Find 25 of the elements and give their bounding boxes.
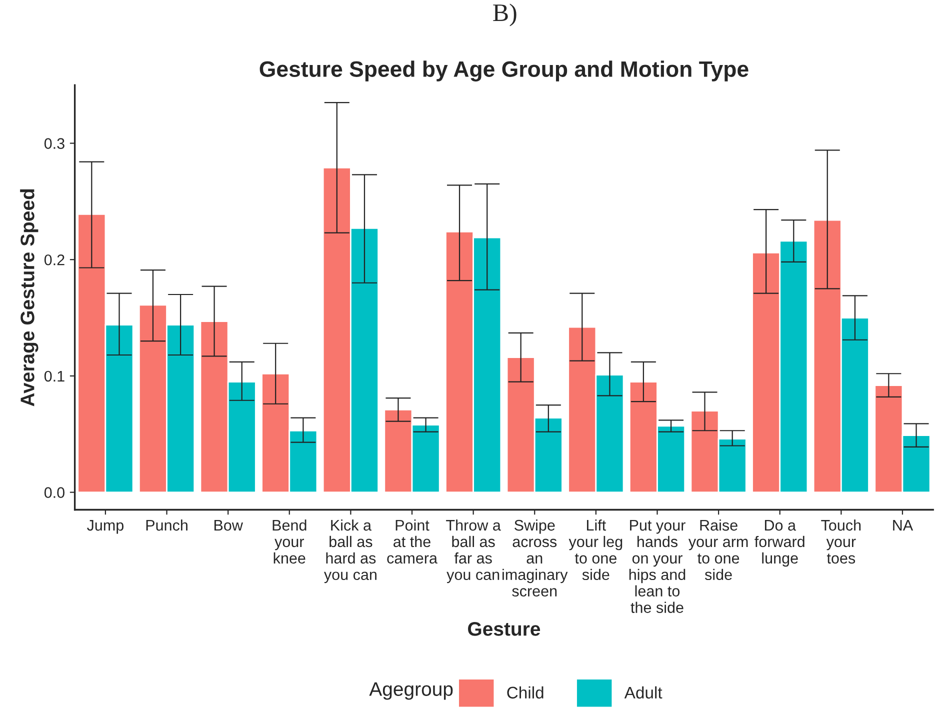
legend-label: Child	[507, 686, 544, 699]
y-tick-label: 0.2	[44, 254, 64, 266]
y-tick-label: 0.1	[44, 370, 64, 382]
y-tick-label: 0.3	[44, 138, 64, 149]
x-tick-label: Swipe across an imaginary screen	[502, 519, 568, 597]
x-tick-label: Do a forward lunge	[754, 520, 804, 567]
x-tick-label: Raise your arm to one side	[688, 519, 748, 580]
y-tick-label: 0.0	[44, 487, 64, 498]
x-tick-label: Put your hands on your hips and lean to the side	[629, 520, 686, 613]
x-tick-label: Kick a ball as hard as you can	[324, 519, 376, 584]
legend-label: Adult	[624, 686, 662, 699]
x-axis-title: Gesture	[468, 622, 540, 636]
x-tick-label: NA	[893, 520, 914, 531]
legend-title: Agegroup	[369, 682, 453, 700]
x-tick-label: Bow	[214, 520, 243, 531]
x-tick-label: Jump	[87, 520, 124, 534]
x-tick-label: Point at the camera	[387, 519, 438, 564]
x-tick-label: Touch your toes	[821, 519, 861, 564]
text: B)	[493, 4, 516, 26]
x-tick-label: Throw a ball as far as you can	[446, 519, 501, 584]
x-tick-label: Bend your knee	[272, 519, 306, 564]
y-axis-title: Average Gesture Speed	[20, 189, 38, 406]
x-tick-label: Lift your leg to one side	[568, 519, 622, 580]
x-tick-label: Punch	[146, 519, 188, 531]
chart-title: Gesture Speed by Age Group and Motion Type	[260, 60, 748, 82]
